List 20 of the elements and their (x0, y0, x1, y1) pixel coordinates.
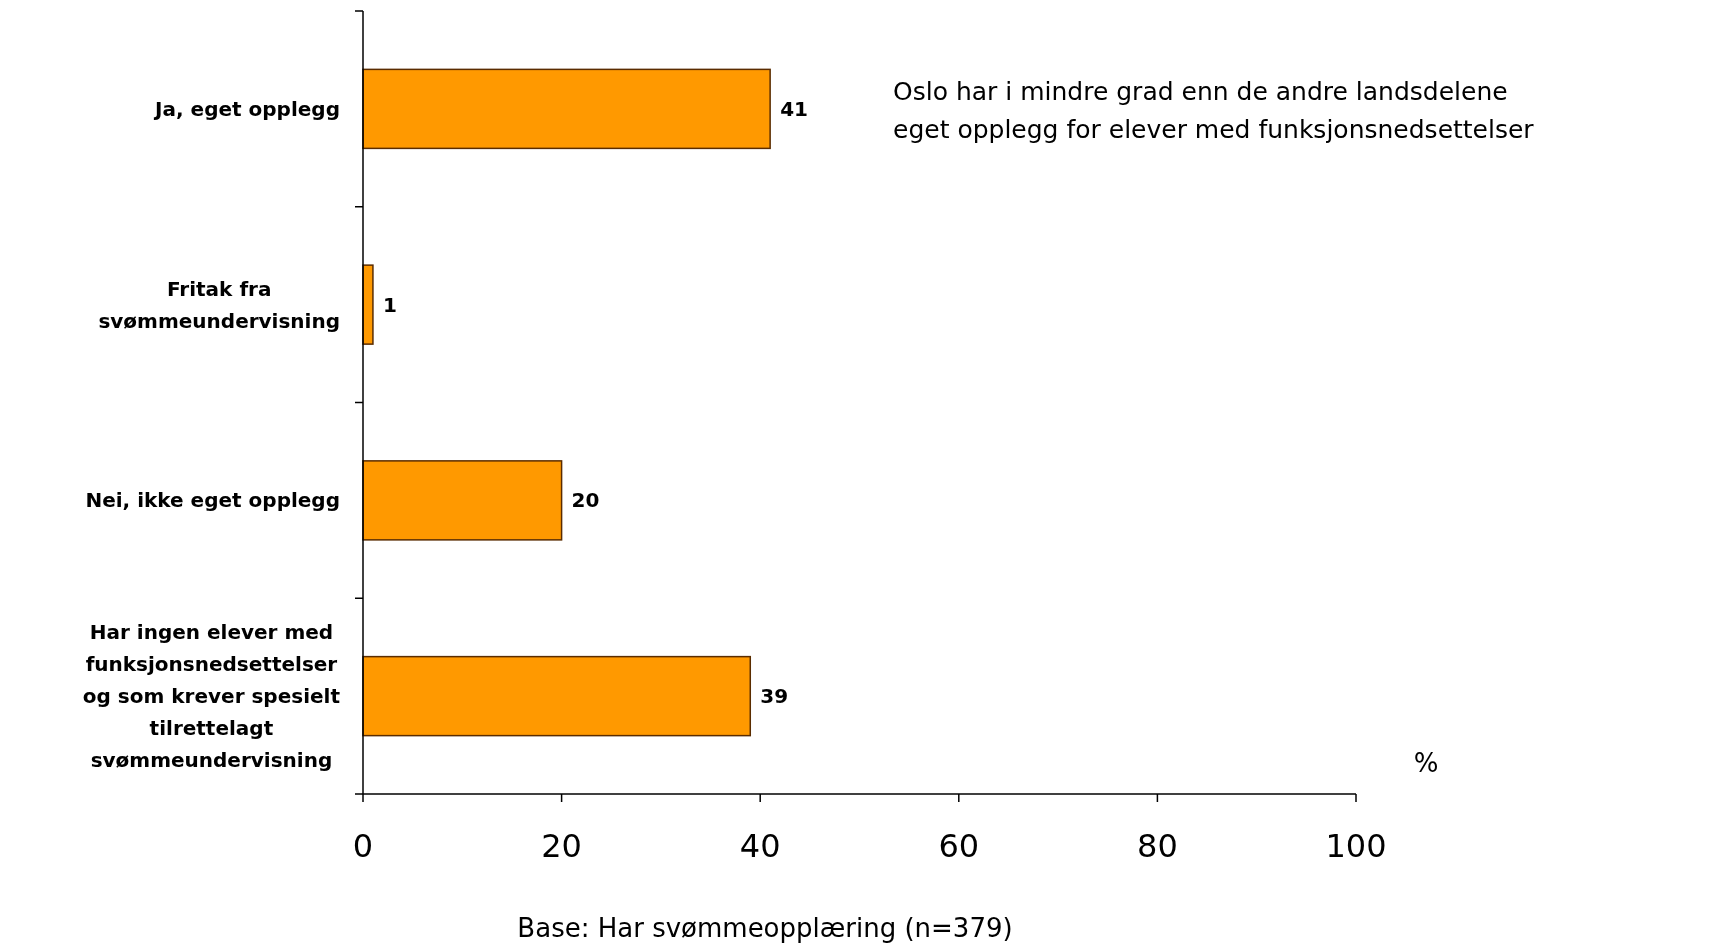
x-tick-label: 100 (1325, 827, 1387, 865)
data-label: 1 (382, 292, 397, 317)
data-label: 39 (760, 684, 789, 709)
x-tick-label: 40 (739, 827, 781, 865)
text: Base: Har svømmeopplæring (n=379) (517, 913, 1013, 943)
x-tick-label: 80 (1137, 827, 1178, 865)
x-axis-title: % (1413, 748, 1439, 778)
x-tick-label: 20 (541, 827, 582, 865)
y-tick-label: Fritak fra svømmeundervisning (98, 276, 340, 333)
bar (362, 655, 752, 737)
y-tick-label: Nei, ikke eget opplegg (85, 488, 340, 513)
y-tick-label: Ja, eget opplegg (153, 96, 341, 121)
data-label: 20 (571, 488, 600, 513)
bar (362, 460, 563, 541)
data-label: 41 (780, 96, 808, 121)
x-tick-label: 0 (352, 827, 374, 865)
bar (362, 68, 771, 150)
y-tick-label: Har ingen elever med funksjonsnedsettelser og som krever spesielt tilrettelagt svømmeundervisning (82, 620, 341, 773)
x-tick-label: 60 (938, 827, 980, 865)
annotation: Oslo har i mindre grad enn de andre landsdelene eget opplegg for elever med funksjonsnedsettelser (893, 77, 1535, 144)
